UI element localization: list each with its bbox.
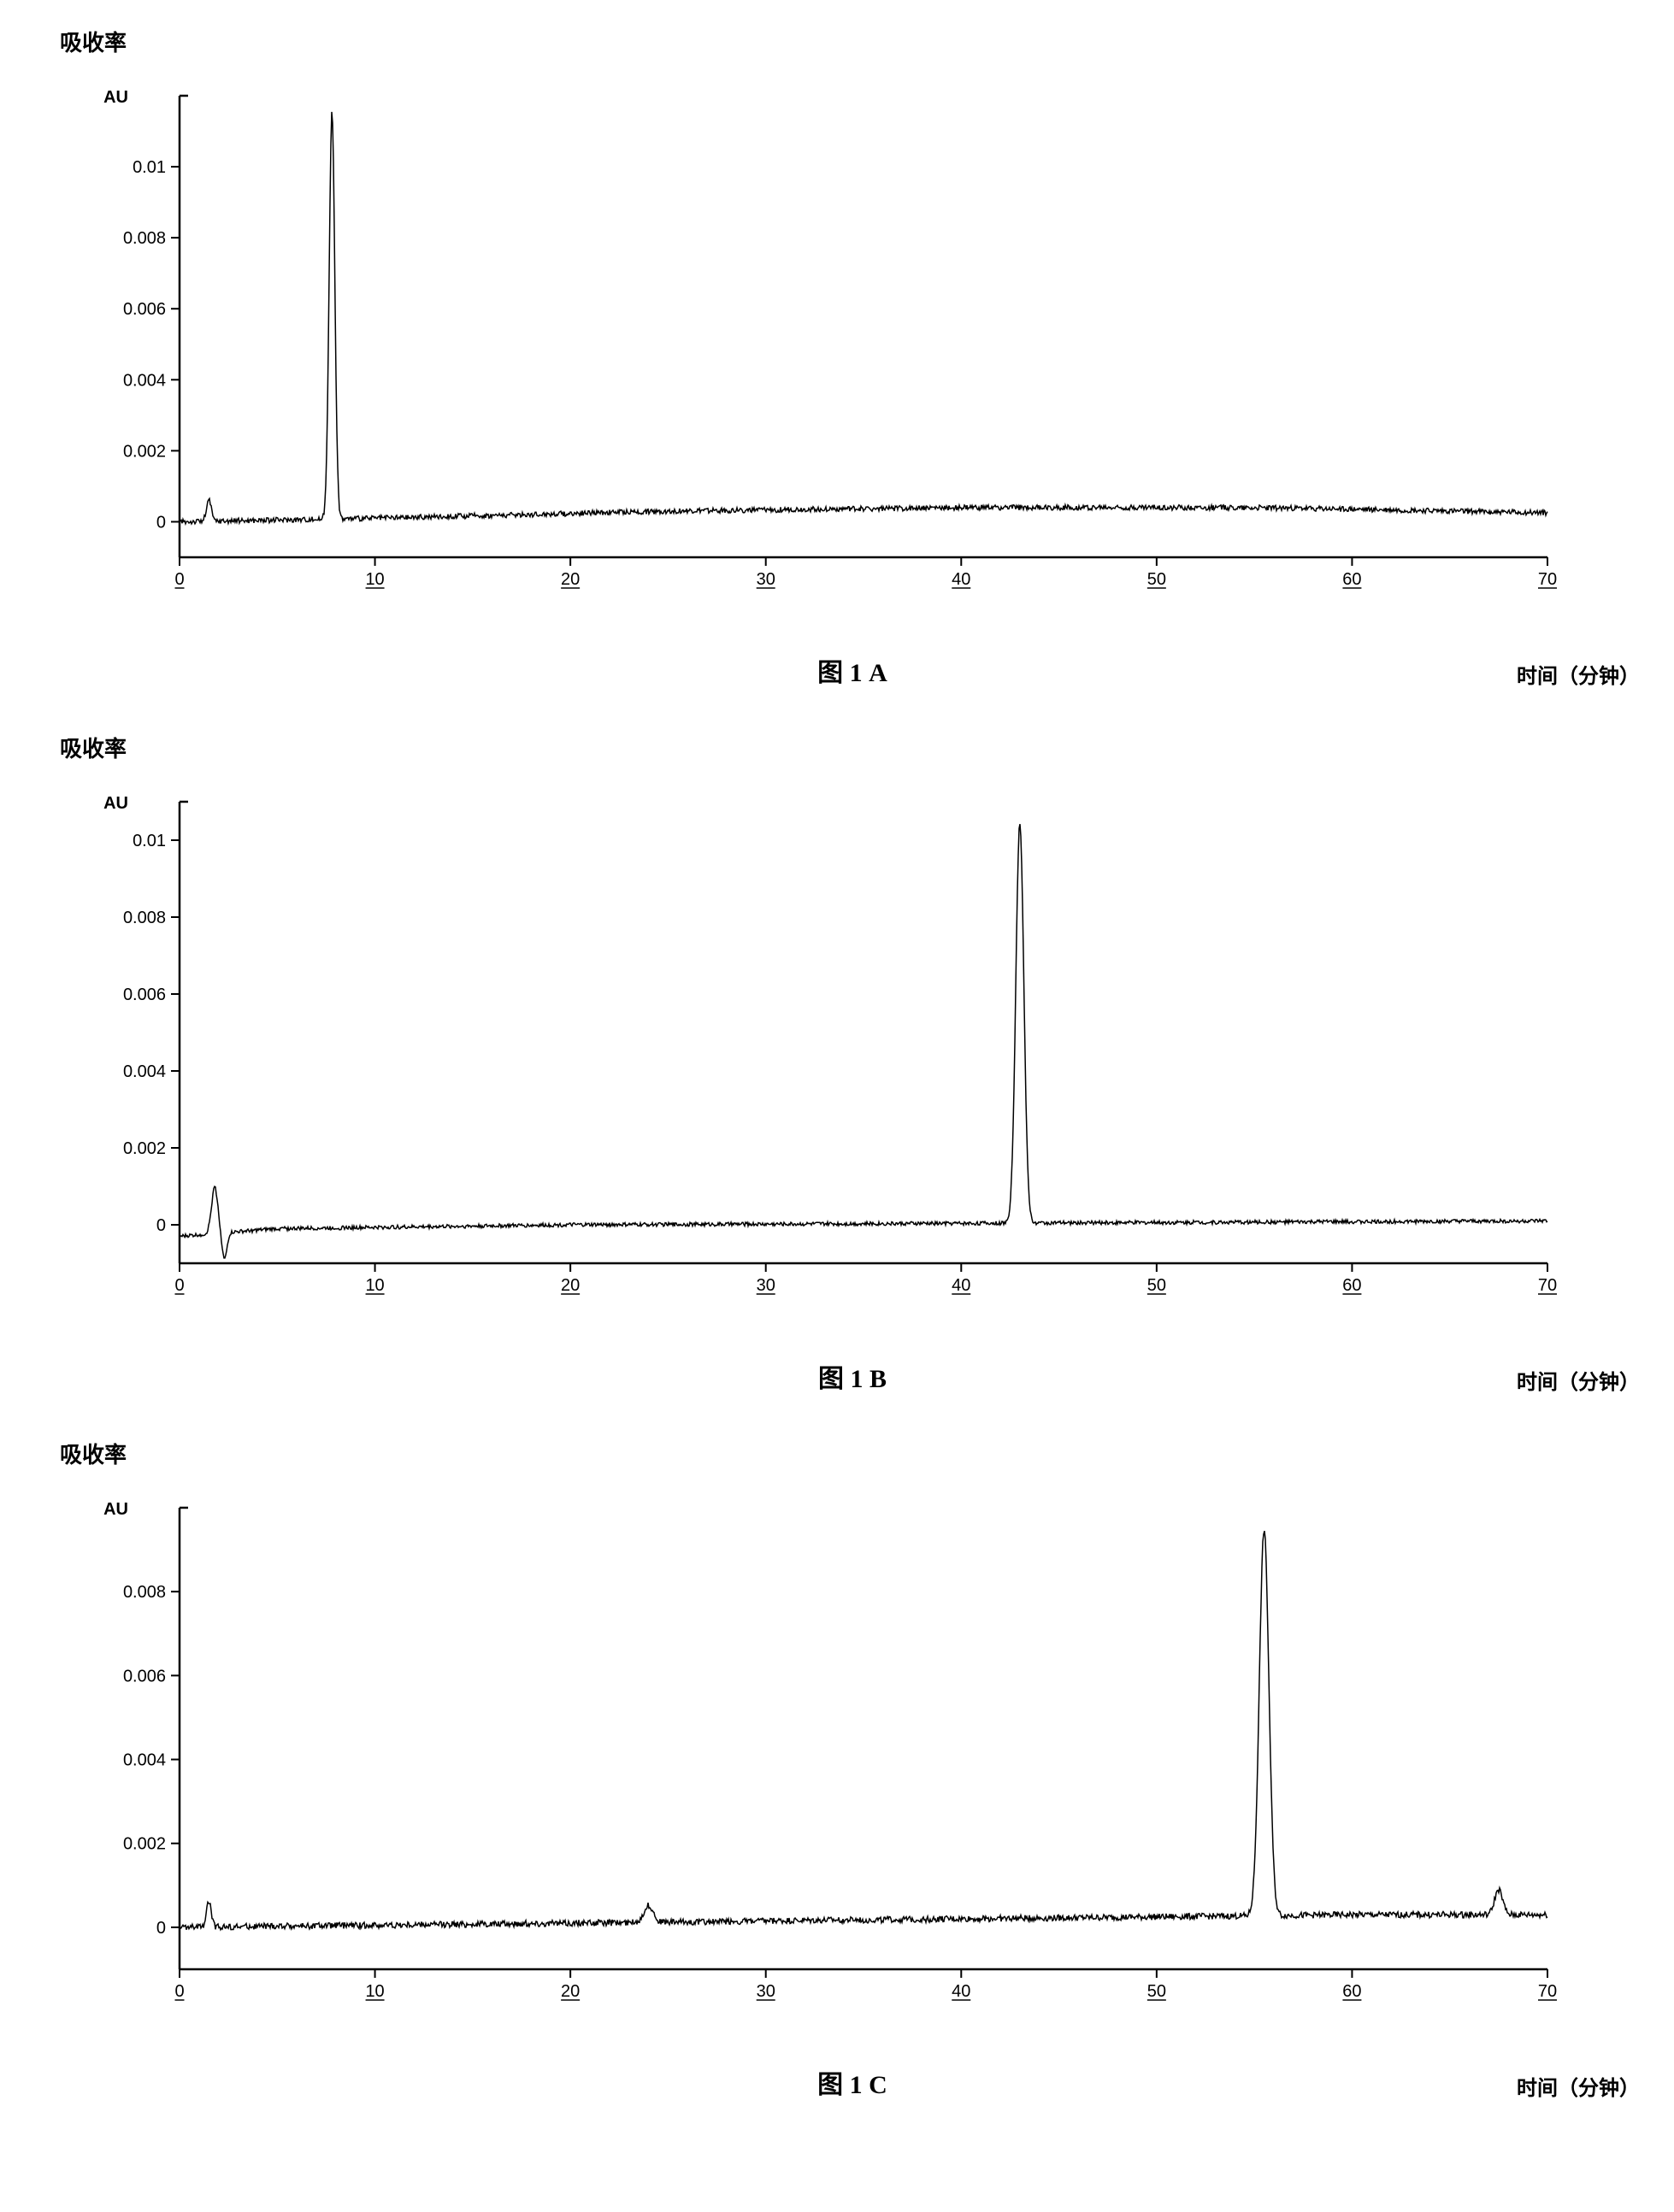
svg-text:0.01: 0.01 bbox=[133, 158, 166, 177]
svg-text:0: 0 bbox=[156, 513, 166, 532]
svg-text:60: 60 bbox=[1342, 1982, 1361, 2001]
svg-text:50: 50 bbox=[1147, 1982, 1166, 2001]
svg-text:0.006: 0.006 bbox=[123, 1667, 166, 1685]
chromatogram-panel-a: 吸收率 0 0.002 0.004 0.006 0.008 0.01 AU 0 10 20 30 40 5… bbox=[34, 26, 1640, 689]
svg-text:40: 40 bbox=[952, 1982, 970, 2001]
svg-text:0.006: 0.006 bbox=[123, 300, 166, 319]
svg-text:0: 0 bbox=[156, 1919, 166, 1938]
svg-text:0: 0 bbox=[156, 1216, 166, 1235]
y-axis-title: 吸收率 bbox=[60, 26, 1640, 57]
x-axis-title: 时间（分钟） bbox=[1517, 1365, 1640, 1395]
svg-text:10: 10 bbox=[365, 1276, 384, 1295]
svg-text:20: 20 bbox=[561, 1276, 580, 1295]
svg-text:60: 60 bbox=[1342, 570, 1361, 589]
svg-text:0.008: 0.008 bbox=[123, 229, 166, 248]
svg-text:0.01: 0.01 bbox=[133, 832, 166, 850]
svg-text:40: 40 bbox=[952, 570, 970, 589]
svg-text:10: 10 bbox=[365, 570, 384, 589]
svg-text:0.006: 0.006 bbox=[123, 985, 166, 1004]
svg-text:0.002: 0.002 bbox=[123, 442, 166, 461]
figure-caption: 图 1 B bbox=[818, 1357, 887, 1395]
y-axis-title: 吸收率 bbox=[60, 1438, 1640, 1469]
svg-text:0: 0 bbox=[174, 1276, 184, 1295]
svg-text:50: 50 bbox=[1147, 570, 1166, 589]
svg-text:40: 40 bbox=[952, 1276, 970, 1295]
svg-text:10: 10 bbox=[365, 1982, 384, 2001]
svg-text:0.002: 0.002 bbox=[123, 1139, 166, 1158]
svg-text:0.008: 0.008 bbox=[123, 909, 166, 927]
svg-text:20: 20 bbox=[561, 570, 580, 589]
svg-text:30: 30 bbox=[757, 1982, 775, 2001]
svg-text:AU: AU bbox=[103, 88, 128, 107]
svg-text:20: 20 bbox=[561, 1982, 580, 2001]
svg-text:0: 0 bbox=[174, 570, 184, 589]
x-axis-title: 时间（分钟） bbox=[1517, 659, 1640, 689]
svg-text:70: 70 bbox=[1538, 570, 1557, 589]
svg-text:AU: AU bbox=[103, 794, 128, 813]
svg-text:70: 70 bbox=[1538, 1982, 1557, 2001]
svg-text:0.002: 0.002 bbox=[123, 1835, 166, 1854]
svg-text:30: 30 bbox=[757, 570, 775, 589]
chromatogram-panel-b: 吸收率 0 0.002 0.004 0.006 0.008 0.01 AU 0 10 20 30 40 5… bbox=[34, 732, 1640, 1395]
svg-text:70: 70 bbox=[1538, 1276, 1557, 1295]
x-axis-title: 时间（分钟） bbox=[1517, 2071, 1640, 2101]
svg-text:0.004: 0.004 bbox=[123, 371, 166, 390]
figure-caption: 图 1 C bbox=[817, 2063, 887, 2101]
chromatogram-panel-c: 吸收率 0 0.002 0.004 0.006 0.008 AU 0 10 20 30 40 50 60 7… bbox=[34, 1438, 1640, 2101]
svg-text:AU: AU bbox=[103, 1500, 128, 1519]
svg-text:0.004: 0.004 bbox=[123, 1062, 166, 1081]
svg-text:0.004: 0.004 bbox=[123, 1751, 166, 1770]
svg-text:0.008: 0.008 bbox=[123, 1583, 166, 1602]
figure-caption: 图 1 A bbox=[817, 651, 887, 689]
svg-text:0: 0 bbox=[174, 1982, 184, 2001]
svg-text:50: 50 bbox=[1147, 1276, 1166, 1295]
svg-text:30: 30 bbox=[757, 1276, 775, 1295]
y-axis-title: 吸收率 bbox=[60, 732, 1640, 763]
svg-text:60: 60 bbox=[1342, 1276, 1361, 1295]
